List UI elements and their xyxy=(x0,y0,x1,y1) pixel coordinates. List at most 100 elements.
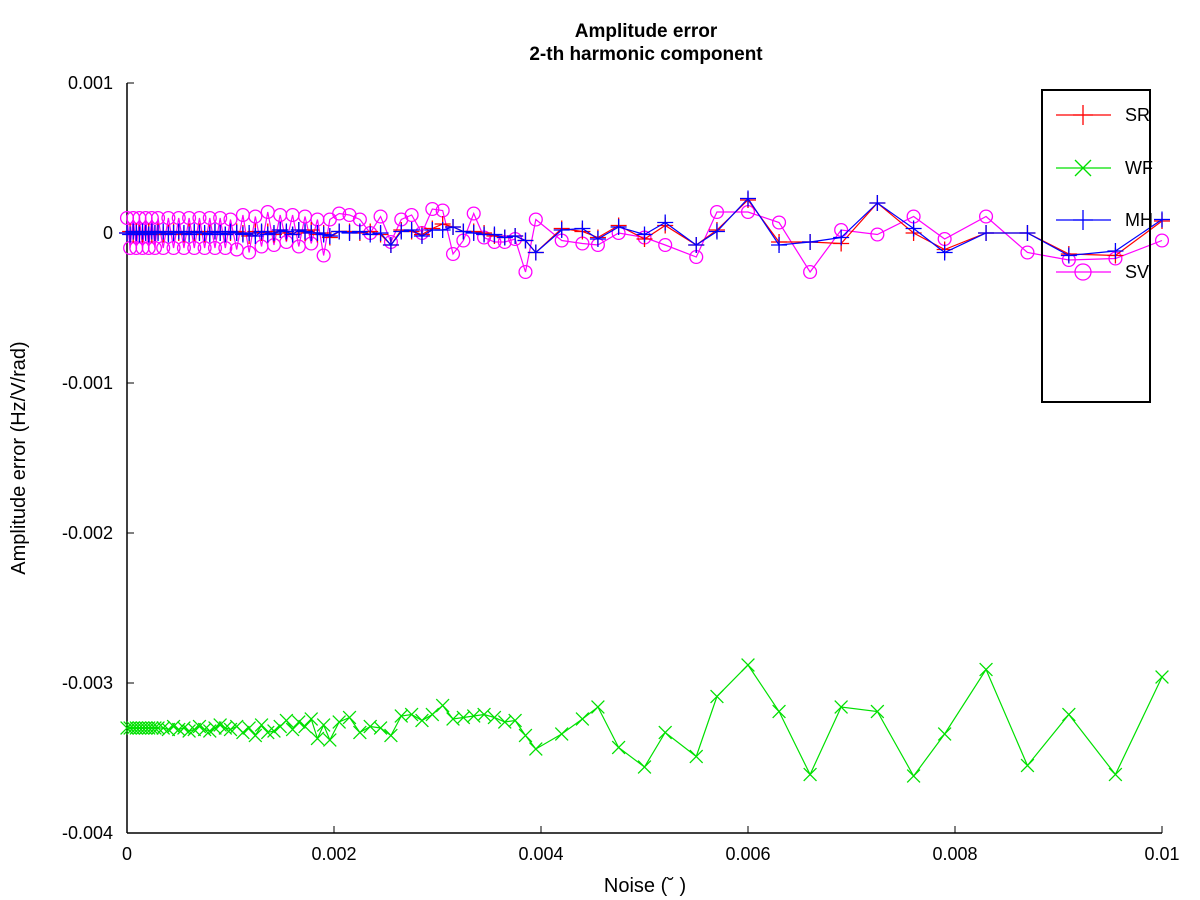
legend-entries: SR WF MH SV xyxy=(1056,105,1153,282)
data-point xyxy=(869,195,886,211)
data-point xyxy=(393,223,410,240)
data-point xyxy=(404,707,419,722)
data-point xyxy=(1155,670,1169,684)
data-point xyxy=(331,223,348,240)
data-point xyxy=(362,226,379,243)
data-point xyxy=(316,718,331,732)
data-point xyxy=(384,728,398,743)
data-point xyxy=(278,223,295,240)
data-point xyxy=(1061,707,1076,722)
legend-item-sv: SV xyxy=(1056,262,1149,282)
y-tick-label: 0.001 xyxy=(68,73,113,93)
data-point xyxy=(905,220,922,237)
data-point xyxy=(979,662,993,677)
data-point xyxy=(323,733,337,747)
data-point xyxy=(309,225,326,241)
data-point xyxy=(247,228,264,244)
data-point xyxy=(332,715,347,729)
data-point xyxy=(802,234,819,250)
x-tick-label: 0.01 xyxy=(1144,844,1179,864)
data-point xyxy=(554,727,569,741)
data-point xyxy=(267,724,281,738)
data-point xyxy=(332,206,347,221)
x-tick-label: 0.004 xyxy=(518,844,563,864)
data-point xyxy=(1154,233,1170,248)
data-point xyxy=(140,226,157,243)
legend-item-sr: SR xyxy=(1056,105,1150,125)
data-point xyxy=(487,710,502,725)
data-point xyxy=(279,713,294,728)
data-point xyxy=(527,244,544,261)
data-point xyxy=(465,225,482,241)
data-point xyxy=(591,700,605,714)
legend-label: SR xyxy=(1125,105,1150,125)
x-tick-label: 0.002 xyxy=(311,844,356,864)
data-point xyxy=(403,222,420,238)
series-mh xyxy=(119,190,1170,264)
y-axis-label: Amplitude error (Hz/V/rad) xyxy=(8,341,30,574)
data-point xyxy=(304,712,319,726)
data-point xyxy=(248,209,263,224)
data-point xyxy=(351,223,368,240)
data-point xyxy=(611,740,626,755)
data-point xyxy=(740,190,756,207)
y-tick-label: 0 xyxy=(103,223,113,243)
data-point xyxy=(486,226,503,243)
data-point xyxy=(688,237,705,253)
legend-label: MH xyxy=(1125,210,1153,230)
data-point xyxy=(553,222,570,238)
data-point xyxy=(1074,263,1092,281)
series-line xyxy=(127,664,1163,778)
data-point xyxy=(1107,243,1124,259)
data-point xyxy=(272,222,289,238)
data-point xyxy=(833,229,850,246)
legend-box xyxy=(1041,89,1151,403)
data-point xyxy=(610,219,627,235)
data-point xyxy=(1074,159,1092,177)
x-tick-label: 0 xyxy=(122,844,132,864)
legend-label: SV xyxy=(1125,262,1149,282)
data-point xyxy=(496,229,513,246)
data-point xyxy=(528,742,543,756)
data-point xyxy=(710,689,724,704)
data-point xyxy=(353,725,367,740)
data-point xyxy=(435,698,450,713)
data-point xyxy=(870,704,885,719)
data-point xyxy=(1020,758,1035,773)
data-point xyxy=(741,658,755,672)
data-point xyxy=(937,727,952,741)
chart-subtitle: 2-th harmonic component xyxy=(529,44,763,65)
data-point xyxy=(771,237,788,253)
data-point xyxy=(1108,767,1123,782)
data-point xyxy=(936,244,953,261)
data-point xyxy=(445,219,462,235)
data-point xyxy=(253,223,270,240)
data-point xyxy=(166,240,181,256)
data-point xyxy=(636,226,653,243)
data-point xyxy=(161,210,176,226)
data-point xyxy=(658,725,673,740)
data-point xyxy=(1060,247,1077,264)
data-point xyxy=(290,222,307,238)
data-point xyxy=(434,222,451,238)
y-tick-label: -0.003 xyxy=(62,673,113,693)
data-point xyxy=(341,225,358,241)
data-point xyxy=(342,710,357,725)
series-line xyxy=(126,208,1163,274)
data-point xyxy=(241,225,258,241)
data-point xyxy=(708,223,725,240)
data-point xyxy=(637,760,652,774)
data-point xyxy=(589,231,606,247)
data-point xyxy=(147,240,162,256)
data-point xyxy=(508,713,522,728)
y-axis-ticks: -0.004 -0.003 -0.002 -0.001 0 0.001 xyxy=(62,73,134,843)
data-point xyxy=(415,713,429,728)
data-point xyxy=(978,209,994,224)
data-point xyxy=(1020,245,1035,260)
data-point xyxy=(574,220,591,237)
data-point xyxy=(234,226,251,243)
data-point xyxy=(291,715,306,729)
data-point xyxy=(218,721,233,735)
data-point xyxy=(298,719,312,734)
